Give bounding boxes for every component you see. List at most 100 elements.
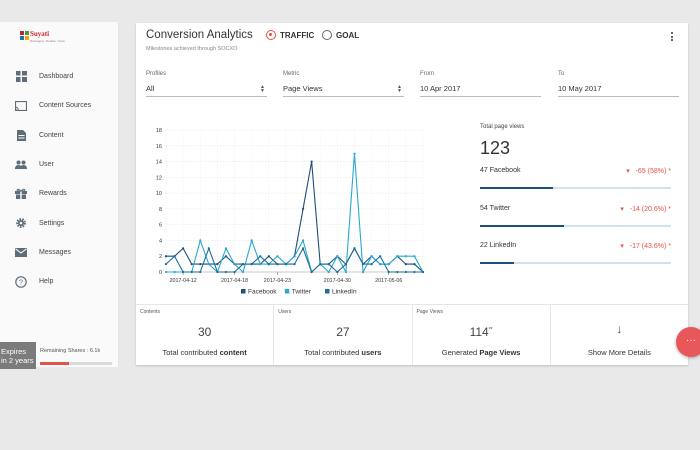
- data-point-twitter: [207, 263, 210, 266]
- stat-description: Total contributed users: [304, 348, 382, 357]
- data-point-linkedin: [396, 270, 399, 274]
- data-point-linkedin: [267, 263, 270, 266]
- stat-value: 114**: [469, 325, 493, 339]
- x-tick-label: 2017-04-18: [221, 278, 248, 284]
- data-point-linkedin: [216, 270, 219, 274]
- profiles-select[interactable]: All ▲ ▼: [146, 84, 267, 97]
- from-date-input[interactable]: 10 Apr 2017: [420, 84, 541, 97]
- more-actions-fab[interactable]: ···: [676, 327, 700, 357]
- data-point-facebook: [216, 263, 219, 266]
- data-point-twitter: [164, 270, 168, 274]
- metric-value: Page Views: [283, 84, 323, 93]
- source-delta: ▾ -14 (20.6%) *: [620, 206, 671, 213]
- data-point-linkedin: [421, 270, 425, 274]
- source-name: 22 LinkedIn: [480, 242, 517, 249]
- stat-label: Page Views: [416, 309, 443, 315]
- data-point-linkedin: [224, 270, 228, 274]
- sidebar-item-content-sources[interactable]: Content Sources: [0, 91, 118, 120]
- data-point-twitter: [379, 263, 382, 266]
- stat-users: Users 27 Total contributed users: [274, 305, 413, 365]
- to-date-filter: To 10 May 2017: [558, 71, 679, 97]
- sidebar-item-dashboard[interactable]: Dashboard: [0, 62, 118, 91]
- sidebar-item-messages[interactable]: Messages: [0, 238, 118, 267]
- radio-goal[interactable]: GOAL: [322, 30, 359, 40]
- data-point-facebook: [404, 263, 407, 266]
- metric-label: Metric: [283, 71, 300, 77]
- data-point-linkedin: [310, 270, 313, 274]
- more-vert-icon[interactable]: [671, 32, 674, 43]
- data-point-linkedin: [276, 263, 279, 266]
- total-page-views-value: 123: [480, 138, 511, 158]
- data-point-linkedin: [361, 263, 365, 266]
- sidebar: Suyati Reimagine. Realize. Grow. Dashboa…: [0, 22, 119, 369]
- select-arrows-icon: ▲ ▼: [260, 84, 265, 94]
- arrow-down-icon: ↓: [616, 322, 623, 336]
- page-subtitle: Milestones achieved through SOCXO: [146, 46, 238, 52]
- y-tick-label: 12: [156, 175, 162, 181]
- total-page-views-label: Total page views: [480, 124, 525, 130]
- data-point-linkedin: [353, 247, 356, 250]
- logo-tagline: Reimagine. Realize. Grow.: [30, 39, 66, 43]
- radio-traffic[interactable]: TRAFFIC: [266, 30, 314, 40]
- data-point-facebook: [164, 255, 168, 258]
- data-point-linkedin: [164, 263, 168, 266]
- sidebar-item-user[interactable]: User: [0, 150, 118, 179]
- data-point-linkedin: [284, 263, 288, 266]
- data-point-facebook: [182, 247, 185, 250]
- to-value: 10 May 2017: [558, 84, 602, 93]
- expires-badge: Expires in 2 years: [0, 342, 36, 369]
- stat-description: Generated Page Views: [441, 348, 521, 357]
- data-point-linkedin: [207, 247, 210, 250]
- x-tick-label: 2017-04-30: [324, 278, 351, 284]
- source-name: 47 Facebook: [480, 167, 521, 174]
- suyati-logo[interactable]: Suyati Reimagine. Realize. Grow.: [20, 30, 66, 48]
- show-more-details-button[interactable]: ↓ Show More Details: [551, 305, 688, 365]
- source-bar-fill: [480, 187, 553, 189]
- data-point-facebook: [267, 255, 270, 258]
- sidebar-item-label: Content: [39, 131, 64, 139]
- y-tick-label: 16: [156, 144, 162, 150]
- stat-value: 30: [197, 325, 212, 339]
- radio-unselected-icon: [322, 30, 332, 40]
- x-tick-label: 2017-04-12: [170, 278, 197, 284]
- data-point-linkedin: [199, 270, 202, 274]
- sidebar-item-label: Dashboard: [39, 73, 74, 81]
- sidebar-item-settings[interactable]: Settings: [0, 208, 118, 237]
- data-point-linkedin: [387, 270, 390, 274]
- radio-selected-icon: [266, 30, 276, 40]
- y-tick-label: 0: [159, 270, 162, 276]
- sidebar-item-rewards[interactable]: Rewards: [0, 179, 118, 208]
- legend-label-linkedin: LinkedIn: [332, 289, 357, 296]
- data-point-linkedin: [293, 263, 296, 266]
- sidebar-item-content[interactable]: Content: [0, 121, 118, 150]
- gear-icon: [15, 217, 27, 229]
- stat-value: 27: [336, 325, 350, 339]
- data-point-twitter: [370, 255, 373, 258]
- stat-label: Users: [278, 309, 292, 315]
- y-tick-label: 2: [159, 254, 162, 260]
- legend-label-facebook: Facebook: [248, 289, 277, 296]
- sidebar-item-label: Content Sources: [39, 102, 92, 110]
- metric-select[interactable]: Page Views ▲ ▼: [283, 84, 404, 97]
- data-point-linkedin: [182, 270, 185, 274]
- profiles-filter: Profiles All ▲ ▼: [146, 71, 267, 97]
- data-point-facebook: [190, 263, 193, 266]
- page-title: Conversion Analytics: [146, 29, 253, 41]
- remaining-shares: Remaining Shares : 6.1k: [40, 348, 101, 354]
- svg-text:?: ?: [19, 277, 23, 286]
- data-point-linkedin: [250, 263, 253, 266]
- data-point-twitter: [233, 263, 236, 266]
- data-point-linkedin: [336, 270, 339, 274]
- source-bar: [480, 187, 671, 189]
- data-point-twitter: [336, 255, 339, 258]
- show-more-details-label: Show More Details: [587, 348, 651, 357]
- data-point-facebook: [199, 263, 202, 266]
- data-point-linkedin: [301, 247, 305, 250]
- remaining-shares-fill: [40, 362, 69, 365]
- source-facebook: 47 Facebook ▾ -65 (58%) *: [480, 167, 671, 207]
- from-label: From: [420, 71, 434, 77]
- source-twitter: 54 Twitter ▾ -14 (20.6%) *: [480, 205, 671, 245]
- sidebar-item-help[interactable]: ? Help: [0, 267, 118, 296]
- legend-swatch-linkedin: [325, 289, 330, 294]
- to-date-input[interactable]: 10 May 2017: [558, 84, 679, 97]
